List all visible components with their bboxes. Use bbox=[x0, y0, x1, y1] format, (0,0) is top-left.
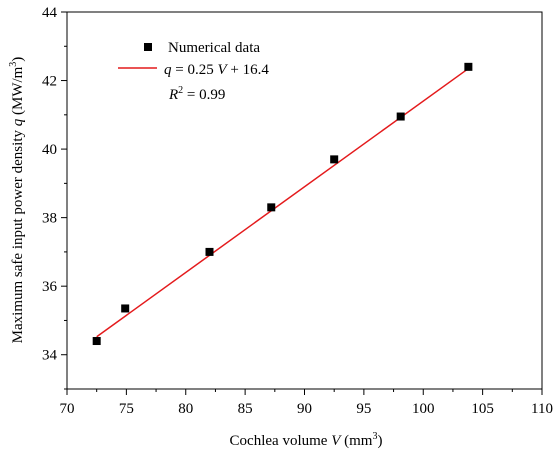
fit-line-layer bbox=[96, 67, 469, 338]
y-tick-label: 44 bbox=[42, 5, 58, 21]
x-tick-label: 70 bbox=[60, 401, 75, 417]
legend: Numerical data q = 0.25 V + 16.4 R2 = 0.… bbox=[118, 40, 269, 103]
x-tick-label: 110 bbox=[531, 401, 553, 417]
y-tick-label: 40 bbox=[42, 142, 57, 158]
data-point bbox=[121, 304, 130, 313]
data-point bbox=[92, 337, 101, 346]
x-axis: 70 75 80 85 90 95 100 105 110 bbox=[60, 389, 553, 417]
y-tick-label: 34 bbox=[42, 348, 58, 364]
x-tick-label: 105 bbox=[471, 401, 494, 417]
data-points bbox=[92, 62, 473, 346]
x-axis-title: Cochlea volume V (mm3) bbox=[230, 431, 383, 449]
legend-marker-numerical-data bbox=[144, 43, 152, 51]
y-tick-label: 38 bbox=[42, 211, 57, 227]
data-point bbox=[396, 112, 405, 121]
data-point bbox=[205, 247, 214, 256]
x-tick-label: 100 bbox=[412, 401, 435, 417]
y-tick-label: 42 bbox=[42, 74, 57, 90]
x-tick-label: 75 bbox=[119, 401, 134, 417]
legend-label-numerical-data: Numerical data bbox=[168, 40, 260, 56]
data-point bbox=[464, 62, 473, 71]
fit-line bbox=[96, 67, 469, 338]
data-point bbox=[267, 203, 276, 212]
x-tick-label: 85 bbox=[238, 401, 253, 417]
r-squared-annotation: R2 = 0.99 bbox=[168, 85, 225, 103]
y-axis: 34 36 38 40 42 44 bbox=[42, 5, 67, 390]
x-tick-label: 95 bbox=[356, 401, 371, 417]
x-tick-label: 90 bbox=[297, 401, 312, 417]
data-point bbox=[330, 155, 339, 164]
y-tick-label: 36 bbox=[42, 279, 58, 295]
legend-label-fit-equation: q = 0.25 V + 16.4 bbox=[164, 62, 269, 78]
x-tick-label: 80 bbox=[178, 401, 193, 417]
y-axis-title: Maximum safe input power density q (MW/m… bbox=[8, 57, 26, 344]
